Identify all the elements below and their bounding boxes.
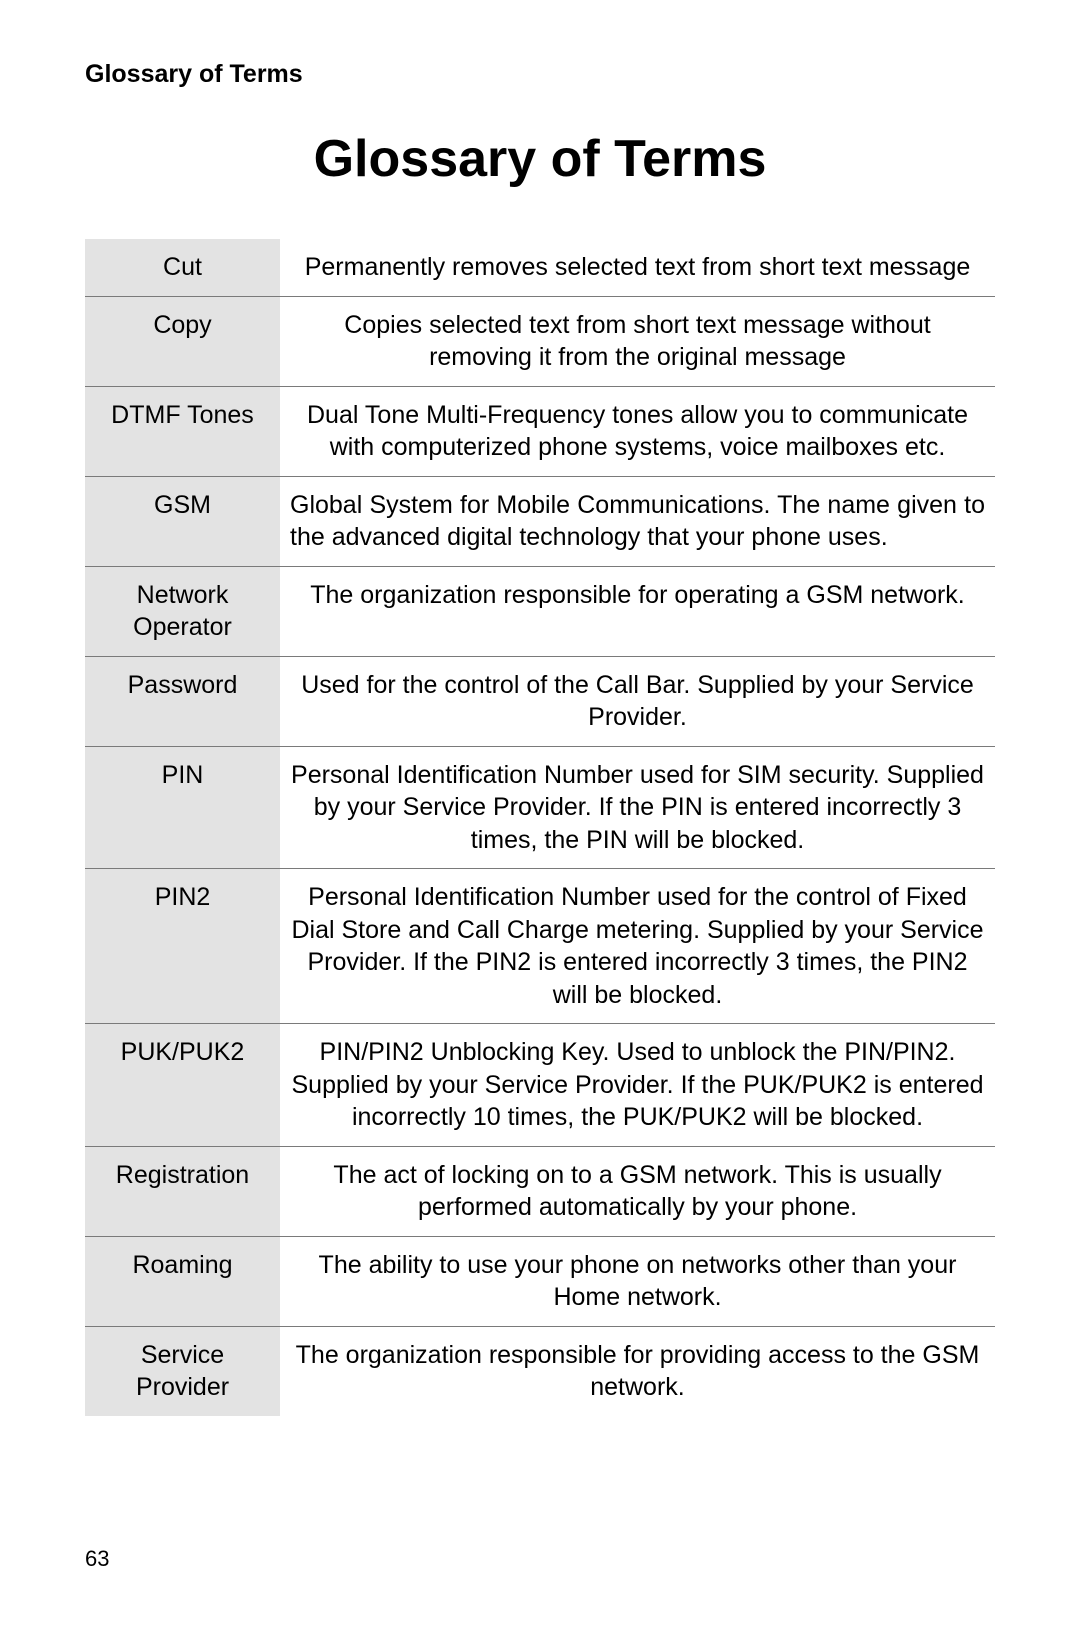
glossary-term: PIN2 (85, 869, 280, 1024)
glossary-row: PUK/PUK2PIN/PIN2 Unblocking Key. Used to… (85, 1024, 995, 1147)
glossary-row: RoamingThe ability to use your phone on … (85, 1236, 995, 1326)
glossary-definition: Dual Tone Multi-Frequency tones allow yo… (280, 386, 995, 476)
glossary-definition: PIN/PIN2 Unblocking Key. Used to unblock… (280, 1024, 995, 1147)
glossary-term: DTMF Tones (85, 386, 280, 476)
glossary-row: Network OperatorThe organization respons… (85, 566, 995, 656)
glossary-term: Service Provider (85, 1326, 280, 1416)
glossary-row: GSMGlobal System for Mobile Communicatio… (85, 476, 995, 566)
glossary-definition: Permanently removes selected text from s… (280, 239, 995, 296)
glossary-row: Service ProviderThe organization respons… (85, 1326, 995, 1416)
glossary-definition: Used for the control of the Call Bar. Su… (280, 656, 995, 746)
glossary-definition: Global System for Mobile Communications.… (280, 476, 995, 566)
glossary-term: PIN (85, 746, 280, 869)
glossary-definition: Personal Identification Number used for … (280, 869, 995, 1024)
glossary-term: Copy (85, 296, 280, 386)
page-header: Glossary of Terms (85, 60, 995, 89)
glossary-definition: The organization responsible for providi… (280, 1326, 995, 1416)
page-number: 63 (85, 1546, 109, 1572)
glossary-row: PIN2Personal Identification Number used … (85, 869, 995, 1024)
glossary-term: GSM (85, 476, 280, 566)
glossary-table: CutPermanently removes selected text fro… (85, 239, 995, 1416)
glossary-definition: The ability to use your phone on network… (280, 1236, 995, 1326)
glossary-term: Cut (85, 239, 280, 296)
glossary-body: CutPermanently removes selected text fro… (85, 239, 995, 1416)
glossary-term: Registration (85, 1146, 280, 1236)
glossary-definition: The act of locking on to a GSM network. … (280, 1146, 995, 1236)
glossary-definition: Copies selected text from short text mes… (280, 296, 995, 386)
glossary-term: Roaming (85, 1236, 280, 1326)
glossary-term: Password (85, 656, 280, 746)
glossary-row: CutPermanently removes selected text fro… (85, 239, 995, 296)
glossary-definition: Personal Identification Number used for … (280, 746, 995, 869)
glossary-term: PUK/PUK2 (85, 1024, 280, 1147)
glossary-row: PasswordUsed for the control of the Call… (85, 656, 995, 746)
glossary-row: PINPersonal Identification Number used f… (85, 746, 995, 869)
glossary-row: CopyCopies selected text from short text… (85, 296, 995, 386)
glossary-definition: The organization responsible for operati… (280, 566, 995, 656)
glossary-term: Network Operator (85, 566, 280, 656)
glossary-row: RegistrationThe act of locking on to a G… (85, 1146, 995, 1236)
page-title: Glossary of Terms (85, 129, 995, 189)
glossary-row: DTMF TonesDual Tone Multi-Frequency tone… (85, 386, 995, 476)
